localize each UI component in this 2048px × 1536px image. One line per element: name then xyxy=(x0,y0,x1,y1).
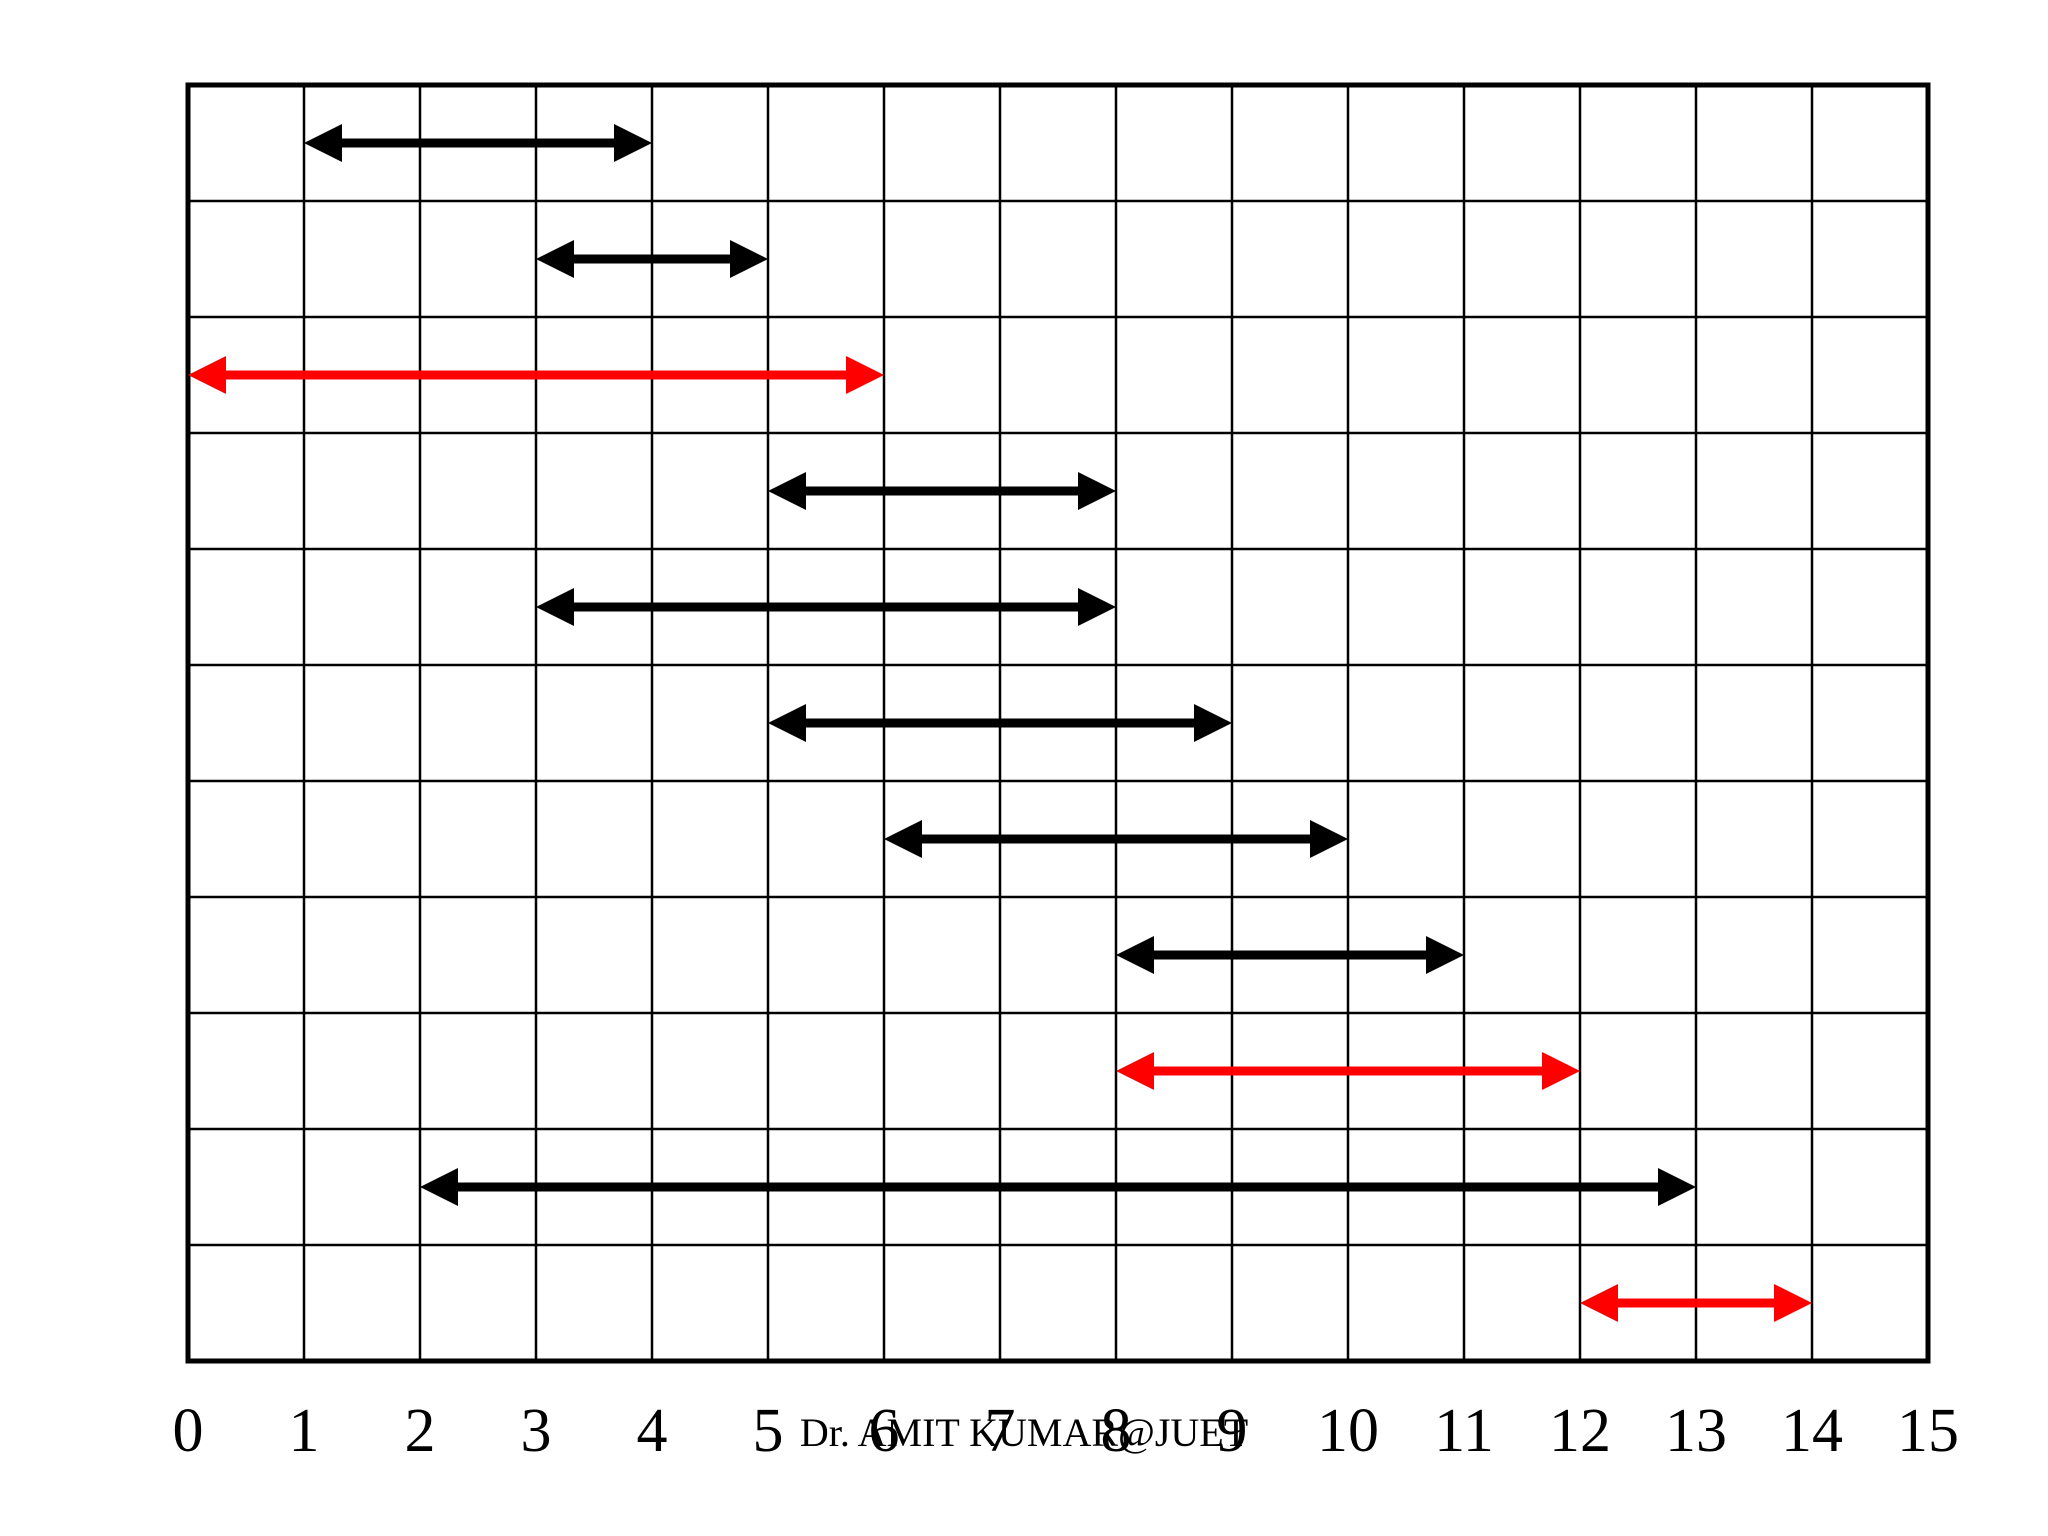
x-tick-label: 3 xyxy=(521,1397,552,1465)
interval-arrow xyxy=(420,1168,1696,1206)
x-tick-label: 7 xyxy=(985,1397,1016,1465)
interval-arrow xyxy=(1580,1284,1812,1322)
x-tick-label: 8 xyxy=(1101,1397,1132,1465)
x-tick-label: 6 xyxy=(869,1397,900,1465)
interval-arrow xyxy=(768,472,1116,510)
interval-arrow xyxy=(768,704,1232,742)
x-tick-label: 5 xyxy=(753,1397,784,1465)
x-tick-label: 4 xyxy=(637,1397,668,1465)
x-tick-label: 15 xyxy=(1897,1397,1959,1465)
x-tick-label: 11 xyxy=(1434,1397,1494,1465)
x-tick-label: 0 xyxy=(173,1397,204,1465)
x-tick-label: 12 xyxy=(1549,1397,1611,1465)
interval-arrow xyxy=(304,124,652,162)
interval-arrow xyxy=(536,240,768,278)
plot-frame xyxy=(185,82,1931,1364)
interval-arrow xyxy=(536,588,1116,626)
interval-arrow xyxy=(1116,1052,1580,1090)
x-tick-label: 2 xyxy=(405,1397,436,1465)
x-tick-label: 9 xyxy=(1217,1397,1248,1465)
footer-annotation: Dr. AMIT KUMAR@JUET xyxy=(800,1410,1248,1455)
x-tick-label: 1 xyxy=(289,1397,320,1465)
x-tick-label: 13 xyxy=(1665,1397,1727,1465)
x-tick-label: 14 xyxy=(1781,1397,1843,1465)
interval-arrow xyxy=(1116,936,1464,974)
interval-arrow xyxy=(884,820,1348,858)
interval-arrow xyxy=(188,356,884,394)
x-tick-label: 10 xyxy=(1317,1397,1379,1465)
